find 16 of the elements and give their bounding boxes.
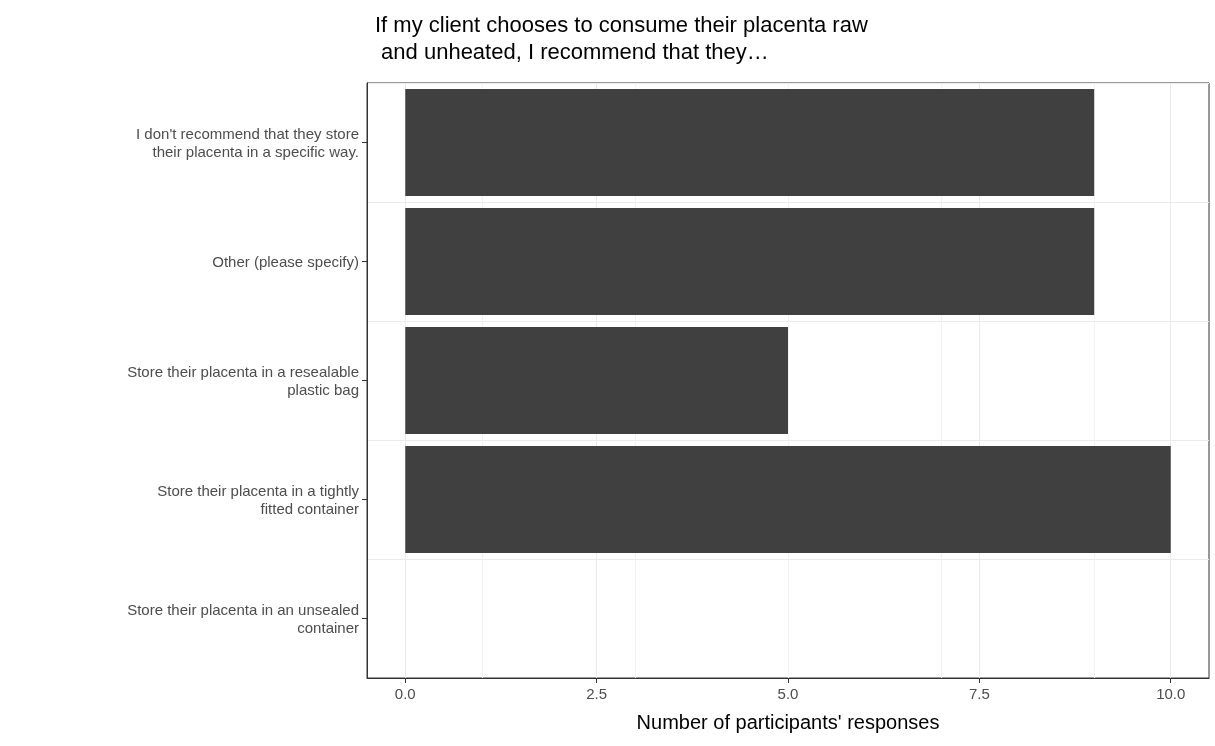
y-tick-label: I don't recommend that they store their placenta in a specific way.: [136, 125, 359, 160]
y-tick-label: Store their placenta in an unsealed container: [127, 601, 359, 636]
y-tick-label: Other (please specify): [212, 253, 359, 270]
x-tick-label: 2.5: [586, 685, 608, 702]
x-tick-label: 0.0: [394, 685, 416, 702]
x-tick-label: 7.5: [968, 685, 990, 702]
y-tick-label: Store their placenta in a resealable plastic bag: [127, 363, 359, 398]
bar: [405, 326, 788, 435]
y-tick-label: Store their placenta in a tightly fitted container: [157, 482, 360, 517]
x-tick-label: 10.0: [1156, 685, 1186, 702]
x-tick-label: 5.0: [777, 685, 799, 702]
bar: [405, 445, 1171, 554]
bar: [405, 88, 1095, 197]
x-axis-title: Number of participants' responses: [636, 711, 940, 733]
chart-title: If my client chooses to consume their placenta raw and unheated, I recommend that they…: [375, 12, 868, 64]
bar: [405, 207, 1095, 316]
